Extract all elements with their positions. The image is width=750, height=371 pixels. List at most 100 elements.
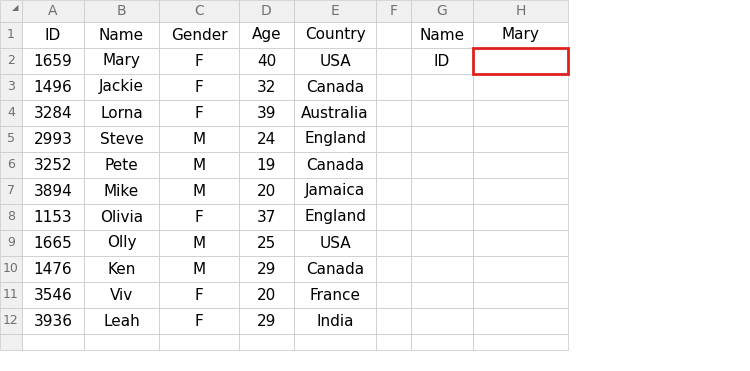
Text: 1153: 1153: [34, 210, 72, 224]
Bar: [159, 100, 239, 126]
Text: England: England: [304, 210, 366, 224]
Text: C: C: [194, 4, 204, 18]
Bar: [376, 48, 411, 74]
Bar: [0, 282, 22, 308]
Text: 5: 5: [7, 132, 15, 145]
Bar: [159, 308, 239, 334]
Text: 4: 4: [7, 106, 15, 119]
Text: Viv: Viv: [110, 288, 134, 302]
Bar: [22, 282, 84, 308]
Bar: [239, 308, 294, 334]
Bar: [22, 22, 84, 48]
Bar: [84, 126, 159, 152]
Bar: [239, 22, 294, 48]
Bar: [376, 256, 411, 282]
Bar: [411, 334, 473, 349]
Text: 37: 37: [256, 210, 276, 224]
Bar: [0, 22, 22, 48]
Bar: [0, 308, 22, 334]
Bar: [159, 48, 239, 74]
Bar: [84, 48, 159, 74]
Bar: [294, 126, 376, 152]
Bar: [473, 22, 568, 48]
Bar: [239, 282, 294, 308]
Bar: [376, 334, 411, 349]
Bar: [473, 204, 568, 230]
Bar: [376, 22, 411, 48]
Text: F: F: [195, 210, 203, 224]
Text: F: F: [195, 105, 203, 121]
Text: 7: 7: [7, 184, 15, 197]
Bar: [22, 48, 84, 74]
Bar: [411, 308, 473, 334]
Bar: [239, 152, 294, 178]
Bar: [294, 152, 376, 178]
Text: Name: Name: [99, 27, 144, 43]
Bar: [294, 0, 376, 22]
Bar: [294, 48, 376, 74]
Text: 40: 40: [256, 53, 276, 69]
Text: 1: 1: [7, 29, 15, 42]
Bar: [411, 152, 473, 178]
Text: Pete: Pete: [104, 158, 138, 173]
Bar: [473, 100, 568, 126]
Bar: [159, 178, 239, 204]
Bar: [84, 0, 159, 22]
Bar: [0, 126, 22, 152]
Bar: [0, 256, 22, 282]
Text: Olivia: Olivia: [100, 210, 143, 224]
Bar: [294, 308, 376, 334]
Bar: [22, 178, 84, 204]
Bar: [411, 22, 473, 48]
Text: England: England: [304, 131, 366, 147]
Text: M: M: [193, 236, 206, 250]
Bar: [411, 126, 473, 152]
Text: E: E: [331, 4, 339, 18]
Text: 1496: 1496: [34, 79, 72, 95]
Bar: [376, 0, 411, 22]
Bar: [22, 152, 84, 178]
Bar: [294, 282, 376, 308]
Bar: [473, 152, 568, 178]
Bar: [473, 0, 568, 22]
Bar: [411, 100, 473, 126]
Bar: [411, 204, 473, 230]
Bar: [473, 48, 568, 74]
Bar: [159, 256, 239, 282]
Text: 3546: 3546: [34, 288, 72, 302]
Bar: [473, 334, 568, 349]
Text: F: F: [195, 53, 203, 69]
Text: B: B: [117, 4, 126, 18]
Text: Australia: Australia: [302, 105, 369, 121]
Text: 29: 29: [256, 313, 276, 328]
Text: Jackie: Jackie: [99, 79, 144, 95]
Text: 9: 9: [7, 236, 15, 250]
Bar: [84, 204, 159, 230]
Bar: [84, 282, 159, 308]
Bar: [376, 230, 411, 256]
Text: Gender: Gender: [171, 27, 227, 43]
Bar: [22, 100, 84, 126]
Text: F: F: [195, 313, 203, 328]
Bar: [0, 48, 22, 74]
Bar: [473, 48, 568, 74]
Bar: [294, 230, 376, 256]
Text: 11: 11: [3, 289, 19, 302]
Bar: [411, 230, 473, 256]
Bar: [239, 334, 294, 349]
Text: 32: 32: [256, 79, 276, 95]
Text: USA: USA: [320, 236, 351, 250]
Bar: [84, 308, 159, 334]
Bar: [239, 0, 294, 22]
Text: 2993: 2993: [34, 131, 73, 147]
Text: Canada: Canada: [306, 158, 364, 173]
Text: 3252: 3252: [34, 158, 72, 173]
Text: 3894: 3894: [34, 184, 72, 198]
Text: France: France: [310, 288, 361, 302]
Bar: [0, 0, 22, 22]
Bar: [411, 0, 473, 22]
Bar: [294, 256, 376, 282]
Bar: [239, 74, 294, 100]
Text: 3936: 3936: [34, 313, 73, 328]
Bar: [84, 230, 159, 256]
